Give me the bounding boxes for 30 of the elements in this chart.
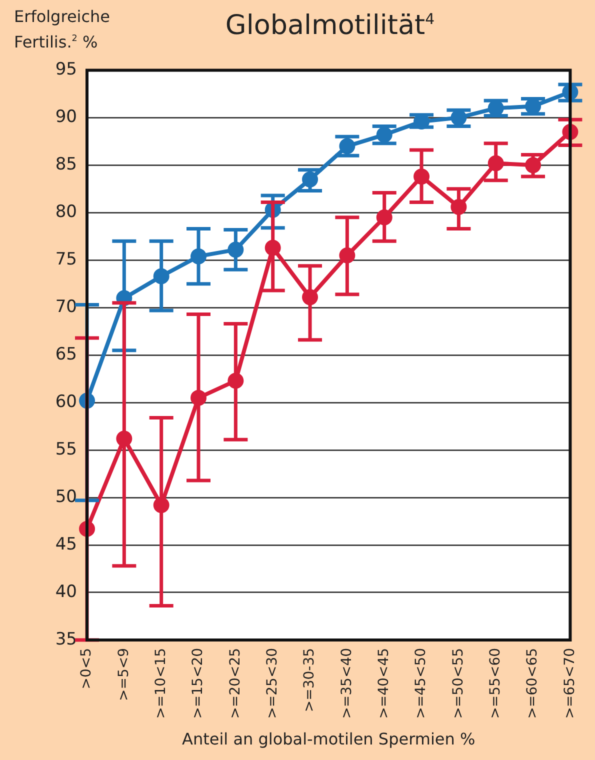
y-tick-label: 55 [55, 439, 77, 460]
x-tick-label: >=25<30 [264, 648, 280, 719]
y-axis-title: Erfolgreiche Fertilis.$^{2}$ % [14, 6, 112, 54]
y-tick-label: 85 [55, 154, 77, 175]
y-tick-label: 40 [55, 582, 77, 602]
y-tick-label: 75 [55, 250, 77, 270]
y-tick-label: 60 [55, 392, 77, 412]
x-tick-label: >=5<9 [116, 648, 132, 701]
x-tick-label: >=30-35 [302, 648, 318, 712]
x-tick-label: >=65<70 [562, 648, 578, 719]
y-tick-label: 35 [55, 629, 77, 650]
x-tick-label: >=20<25 [227, 648, 244, 719]
x-tick-label: >=40<45 [376, 648, 392, 719]
x-tick-label: >=60<65 [524, 648, 541, 719]
x-axis-title: Anteil an global-motilen Spermien % [182, 730, 476, 749]
y-tick-label: 70 [55, 297, 77, 318]
y-tick-label: 80 [55, 202, 77, 222]
x-tick-label: >=55<60 [488, 648, 504, 719]
x-tick-label: >0<5 [78, 648, 95, 690]
x-tick-label: >=15<20 [190, 648, 206, 719]
y-tick-label: 45 [55, 534, 77, 554]
y-tick-label: 95 [55, 60, 77, 80]
x-tick-label: >=50<55 [450, 648, 466, 719]
y-tick-label: 90 [55, 107, 77, 128]
x-tick-label: >=35<40 [338, 648, 355, 719]
x-tick-label: >=10<15 [152, 648, 169, 719]
chart-title: Globalmotilität$^{4}$ [224, 10, 436, 41]
x-tick-label: >=45<50 [413, 648, 430, 719]
y-tick-label: 65 [55, 344, 77, 365]
y-tick-label: 50 [55, 486, 77, 507]
